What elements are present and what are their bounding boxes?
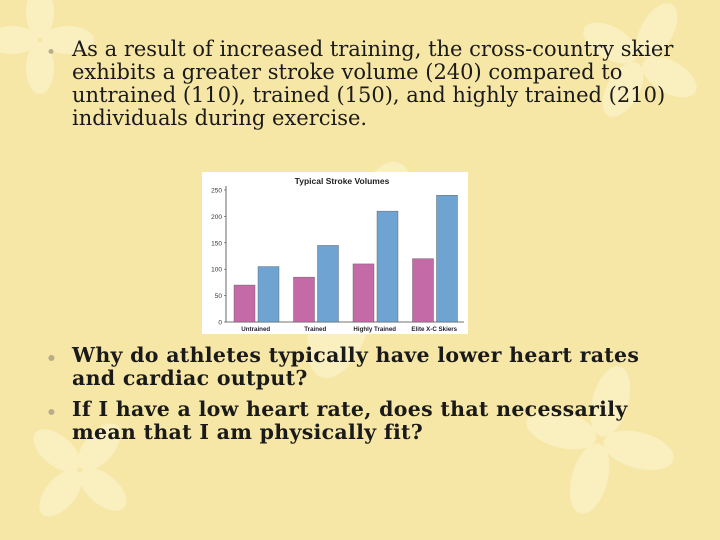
chart-title: Typical Stroke Volumes bbox=[295, 176, 390, 186]
bullet-stroke-volume: • As a result of increased training, the… bbox=[46, 38, 686, 130]
bar-trained-2 bbox=[317, 245, 339, 323]
x-tick-label: Untrained bbox=[241, 326, 270, 333]
bullet-list-top: • As a result of increased training, the… bbox=[46, 38, 686, 130]
stroke-volume-chart: Typical Stroke Volumes 0 50 100 150 200 250 Un… bbox=[202, 172, 468, 334]
y-tick-label: 50 bbox=[215, 293, 223, 300]
bullet-fitness-question: • If I have a low heart rate, does that … bbox=[46, 398, 686, 444]
bar-elite-x-c-skiers-2 bbox=[436, 195, 458, 323]
y-tick-label: 0 bbox=[218, 320, 222, 327]
x-tick-label: Elite X-C Skiers bbox=[411, 326, 457, 333]
bullet-dot-icon: • bbox=[46, 349, 58, 369]
bar-untrained-2 bbox=[257, 266, 280, 323]
bullet-dot-icon: • bbox=[46, 403, 58, 423]
bullet-text: Why do athletes typically have lower hea… bbox=[72, 343, 640, 390]
bar-trained-1 bbox=[293, 276, 315, 323]
x-tick-label: Trained bbox=[304, 326, 326, 333]
bar-highly-trained-2 bbox=[376, 210, 399, 323]
y-tick-label: 250 bbox=[211, 188, 222, 195]
bullet-text: As a result of increased training, the c… bbox=[72, 37, 674, 130]
bar-highly-trained-1 bbox=[352, 263, 375, 323]
bar-elite-x-c-skiers-1 bbox=[412, 258, 434, 323]
y-tick-label: 150 bbox=[211, 240, 222, 247]
bullet-text: If I have a low heart rate, does that ne… bbox=[72, 397, 628, 444]
y-tick-label: 200 bbox=[211, 214, 222, 221]
y-tick-label: 100 bbox=[211, 267, 222, 274]
bullet-athletes-question: • Why do athletes typically have lower h… bbox=[46, 344, 686, 390]
bullet-dot-icon: • bbox=[46, 43, 57, 63]
bar-untrained-1 bbox=[233, 284, 256, 323]
bullet-list-bottom: • Why do athletes typically have lower h… bbox=[46, 344, 686, 452]
x-tick-label: Highly Trained bbox=[353, 326, 396, 333]
